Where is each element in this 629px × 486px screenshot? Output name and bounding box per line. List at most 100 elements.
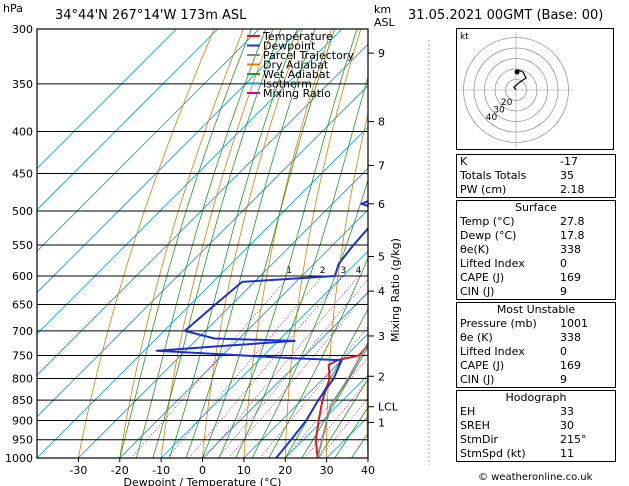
index-row: θe (K) 338 [457,331,615,345]
pressure-tick-label: 950 [12,434,33,447]
location-header: 34°44'N 267°14'W 173m ASL [55,8,247,23]
isotherm-line [37,29,343,335]
wet-adiabat-line [119,29,252,458]
mixing-ratio-line [228,290,368,458]
index-label: Dewp (°C) [460,229,517,242]
series-line-dewpoint [155,200,368,458]
index-label: PW (cm) [460,183,507,196]
index-label: StmDir [460,433,499,446]
isotherm-line [202,291,368,458]
index-label: EH [460,405,476,418]
pressure-tick-label: 500 [12,205,33,218]
surface-table: Surface Temp (°C) 27.8 Dewp (°C) 17.8 θe(K) 3… [457,201,615,299]
isotherm-line [37,126,368,458]
height-tick-label: 1 [378,416,385,429]
height-tick-label: 5 [378,250,385,263]
isotherm-line [37,29,177,169]
isotherm-line [160,250,368,458]
height-tick-label: 6 [378,198,385,211]
pressure-tick-label: 1000 [5,452,33,465]
indices-panel: K -17 Totals Totals 35 PW (cm) 2.18 Surface T… [456,154,616,464]
index-label: CIN (J) [460,373,495,386]
mixing-ratio-label: 3 [340,266,346,276]
series-line-parcel-trajectory [316,341,368,458]
hodograph-title: Hodograph [505,391,567,404]
pressure-tick-label: 350 [12,78,33,91]
index-value: 9 [560,373,567,386]
index-row: CAPE (J) 169 [457,271,615,285]
index-label: CAPE (J) [460,271,505,284]
index-row: Pressure (mb) 1001 [457,317,615,331]
pressure-tick-label: 700 [12,325,33,338]
index-value: 169 [560,359,581,372]
legend-label: Temperature [262,30,333,43]
isotherm-line [37,29,219,211]
isotherm-line [37,29,301,294]
x-tick-label: -30 [69,464,87,477]
legend-label: Parcel Trajectory [263,49,354,62]
index-value: 338 [560,331,581,344]
mixing-ratio-label: 5 [368,266,374,276]
wet-adiabat-line [317,378,368,458]
hodograph-frame [456,28,614,150]
index-row: Lifted Index 0 [457,257,615,271]
mixing-ratio-label: 2 [320,266,326,276]
height-tick-label: 3 [378,330,385,343]
legend-label: Wet Adiabat [263,68,331,81]
hpa-unit-label: hPa [3,2,23,15]
index-label: Pressure (mb) [460,317,537,330]
index-row: StmDir 215° [457,433,615,447]
index-row: SREH 30 [457,419,615,433]
height-tick-label: 2 [378,370,385,383]
index-label: Temp (°C) [460,215,515,228]
index-value: 17.8 [560,229,585,242]
index-row: Dewp (°C) 17.8 [457,229,615,243]
basic-indices-box: K -17 Totals Totals 35 PW (cm) 2.18 [456,154,616,198]
legend-label: Isotherm [263,78,312,91]
pressure-tick-label: 600 [12,270,33,283]
basic-indices-table: K -17 Totals Totals 35 PW (cm) 2.18 [457,155,615,197]
pressure-tick-label: 300 [12,23,33,36]
mixing-ratio-label: 1 [286,266,292,276]
mixing-ratio-line [131,275,290,458]
x-tick-label: 20 [278,464,292,477]
plot-area: 1 2 3 4 5 6 10 15 20 25 [37,29,629,458]
legend-label: Dry Adiabat [263,59,329,72]
dry-adiabat-line [326,112,368,458]
index-row: CAPE (J) 169 [457,359,615,373]
mixing-ratio-label: 4 [356,266,362,276]
index-label: Lifted Index [460,345,525,358]
height-tick-label: 7 [378,159,385,172]
hodograph-unit-label: kt [460,32,469,42]
index-value: 11 [560,447,574,460]
index-value: 2.18 [560,183,585,196]
index-row: θe(K) 338 [457,243,615,257]
isotherm-line [37,85,368,418]
index-label: SREH [460,419,490,432]
height-tick-label: 9 [378,47,385,60]
mixing-ratio-label: 15 [429,266,440,276]
pressure-tick-label: 550 [12,239,33,252]
index-row: Temp (°C) 27.8 [457,215,615,229]
legend-label: Mixing Ratio [263,87,331,100]
index-row: Lifted Index 0 [457,345,615,359]
index-value: 33 [560,405,574,418]
km-unit-label: km [374,3,391,16]
pressure-tick-label: 900 [12,414,33,427]
x-tick-label: 30 [320,464,334,477]
index-label: StmSpd (kt) [460,447,526,460]
index-row: EH 33 [457,405,615,419]
pressure-tick-label: 400 [12,126,33,139]
isotherm-line [37,29,260,252]
hodograph-ring-label: 20 [501,98,513,108]
wet-adiabat-line [152,29,282,458]
index-value: 338 [560,243,581,256]
dry-adiabat-line [618,29,629,458]
pressure-tick-label: 750 [12,349,33,362]
x-tick-label: 10 [237,464,251,477]
pressure-tick-label: 650 [12,299,33,312]
x-tick-label: 0 [199,464,206,477]
index-value: 215° [560,433,587,446]
